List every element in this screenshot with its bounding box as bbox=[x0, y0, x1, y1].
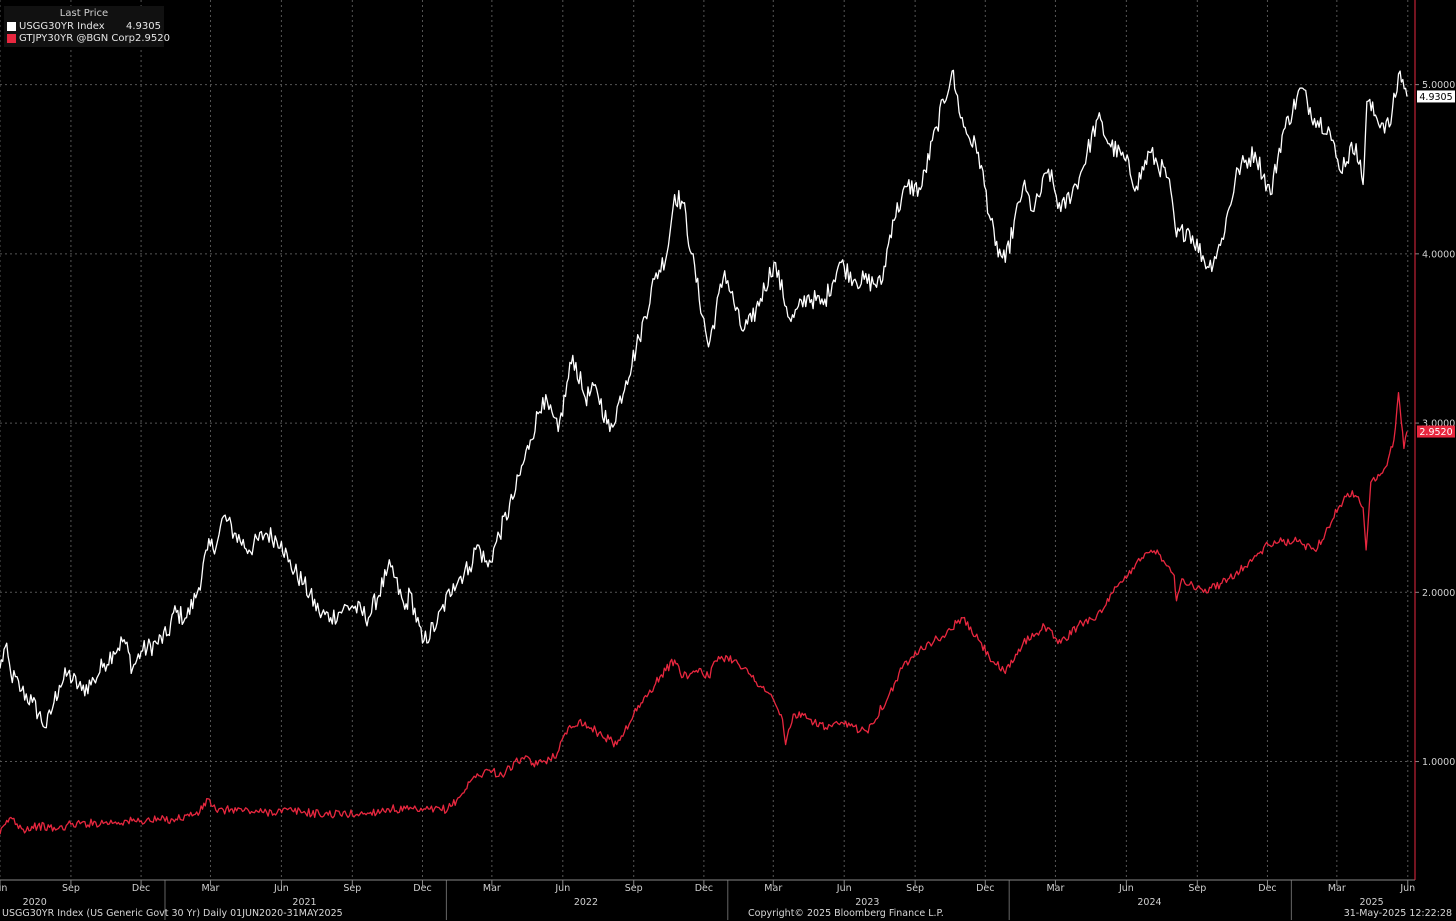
x-tick-label: Jun bbox=[836, 883, 852, 894]
legend-item-usgg30yr: USGG30YR Index 4.9305 bbox=[4, 20, 164, 32]
last-value-label: 4.9305 bbox=[1419, 92, 1452, 103]
x-tick-label: Dec bbox=[1258, 883, 1276, 894]
series-line-gtjpy30yr bbox=[0, 391, 1408, 835]
x-tick-label: Mar bbox=[483, 883, 501, 894]
y-tick-label: 3.0000 bbox=[1422, 419, 1455, 430]
y-tick-label: 4.0000 bbox=[1422, 249, 1455, 260]
legend-series-name: GTJPY30YR @BGN Corp bbox=[19, 32, 135, 44]
x-tick-label: Dec bbox=[413, 883, 431, 894]
x-tick-label: Dec bbox=[695, 883, 713, 894]
x-tick-label: Jun bbox=[273, 883, 289, 894]
legend-series-value: 2.9520 bbox=[134, 32, 170, 44]
x-tick-label: Sep bbox=[343, 883, 361, 894]
series-lines bbox=[0, 69, 1408, 835]
last-value-tag bbox=[1417, 90, 1455, 103]
x-year-label: 2024 bbox=[1137, 897, 1161, 908]
x-year-label: 2023 bbox=[855, 897, 879, 908]
x-tick-label: Dec bbox=[132, 883, 150, 894]
legend-title: Last Price bbox=[59, 8, 109, 19]
legend-series-name: USGG30YR Index bbox=[19, 20, 105, 32]
x-tick-label: Mar bbox=[202, 883, 220, 894]
last-value-tag bbox=[1417, 425, 1455, 438]
x-year-label: 2021 bbox=[292, 897, 316, 908]
x-year-label: 2020 bbox=[23, 897, 47, 908]
legend-series-value: 4.9305 bbox=[126, 20, 161, 32]
x-tick-label: Jun bbox=[1118, 883, 1134, 894]
footer-copyright: Copyright© 2025 Bloomberg Finance L.P. bbox=[748, 908, 944, 919]
x-tick-label: Jun bbox=[0, 883, 7, 894]
series-line-usgg30yr bbox=[0, 69, 1408, 729]
footer-description: USGG30YR Index (US Generic Govt 30 Yr) D… bbox=[2, 908, 343, 919]
y-tick-label: 2.0000 bbox=[1422, 588, 1455, 599]
x-tick-label: Jun bbox=[1399, 883, 1415, 894]
x-tick-label: Sep bbox=[62, 883, 80, 894]
footer-timestamp: 31-May-2025 12:22:28 bbox=[1343, 908, 1452, 919]
x-tick-label: Mar bbox=[1328, 883, 1346, 894]
x-tick-label: Sep bbox=[906, 883, 924, 894]
legend-item-gtjpy30yr: GTJPY30YR @BGN Corp 2.9520 bbox=[4, 32, 170, 44]
last-value-tags: 4.9305 2.9520 bbox=[1417, 90, 1455, 438]
legend-swatch bbox=[7, 21, 16, 31]
y-tick-label: 1.0000 bbox=[1422, 757, 1455, 768]
legend-swatch bbox=[7, 33, 16, 43]
last-value-label: 2.9520 bbox=[1419, 427, 1452, 438]
x-tick-label: Mar bbox=[1046, 883, 1064, 894]
x-tick-label: Dec bbox=[976, 883, 994, 894]
y-tick-label: 5.0000 bbox=[1422, 80, 1455, 91]
x-year-label: 2022 bbox=[574, 897, 598, 908]
x-tick-label: Mar bbox=[764, 883, 782, 894]
x-tick-label: Sep bbox=[1188, 883, 1206, 894]
x-tick-label: Sep bbox=[625, 883, 643, 894]
grid-lines bbox=[0, 0, 1415, 880]
y-axis: 1.0000 2.0000 3.0000 4.0000 5.0000 bbox=[1414, 0, 1455, 880]
x-axis: Jun Sep Dec Mar Jun Sep Dec Mar Jun Sep Dec Mar Jun S… bbox=[0, 879, 1415, 920]
x-tick-label: Jun bbox=[554, 883, 570, 894]
x-year-label: 2025 bbox=[1359, 897, 1383, 908]
legend: Last Price USGG30YR Index 4.9305 GTJPY30… bbox=[4, 6, 170, 47]
